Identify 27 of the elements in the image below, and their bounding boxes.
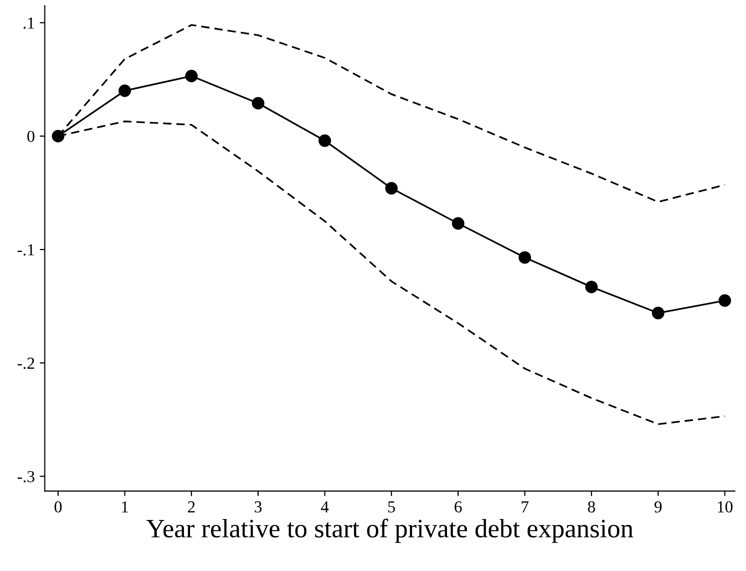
y-tick-label: 0 xyxy=(27,130,34,142)
y-tick-label: -.2 xyxy=(18,358,34,369)
x-tick-label: 0 xyxy=(54,501,62,513)
y-tick-label: .1 xyxy=(24,18,34,29)
y-tick-label: -.3 xyxy=(18,471,34,482)
x-tick-label: 3 xyxy=(254,501,262,513)
x-tick-label: 4 xyxy=(320,501,329,512)
x-tick-label: 8 xyxy=(588,501,595,513)
point xyxy=(718,294,732,307)
x-axis-title: Year relative to start of private debt expansion xyxy=(146,518,634,543)
x-tick-label: 7 xyxy=(522,501,528,512)
point xyxy=(452,217,464,230)
x-tick-label: 2 xyxy=(188,501,195,512)
x-tick-label: 1 xyxy=(122,501,128,512)
point xyxy=(652,306,664,320)
point xyxy=(318,134,332,147)
x-tick-label: 9 xyxy=(654,501,662,513)
x-tick-label: 5 xyxy=(388,501,395,513)
y-tick-label: -.1 xyxy=(18,244,34,256)
x-tick-label: 6 xyxy=(454,501,462,513)
point xyxy=(585,280,598,294)
point xyxy=(518,251,532,264)
x-tick-label: 10 xyxy=(718,501,733,513)
point xyxy=(385,182,398,195)
point xyxy=(252,96,264,110)
point xyxy=(118,84,132,98)
point xyxy=(185,70,198,82)
